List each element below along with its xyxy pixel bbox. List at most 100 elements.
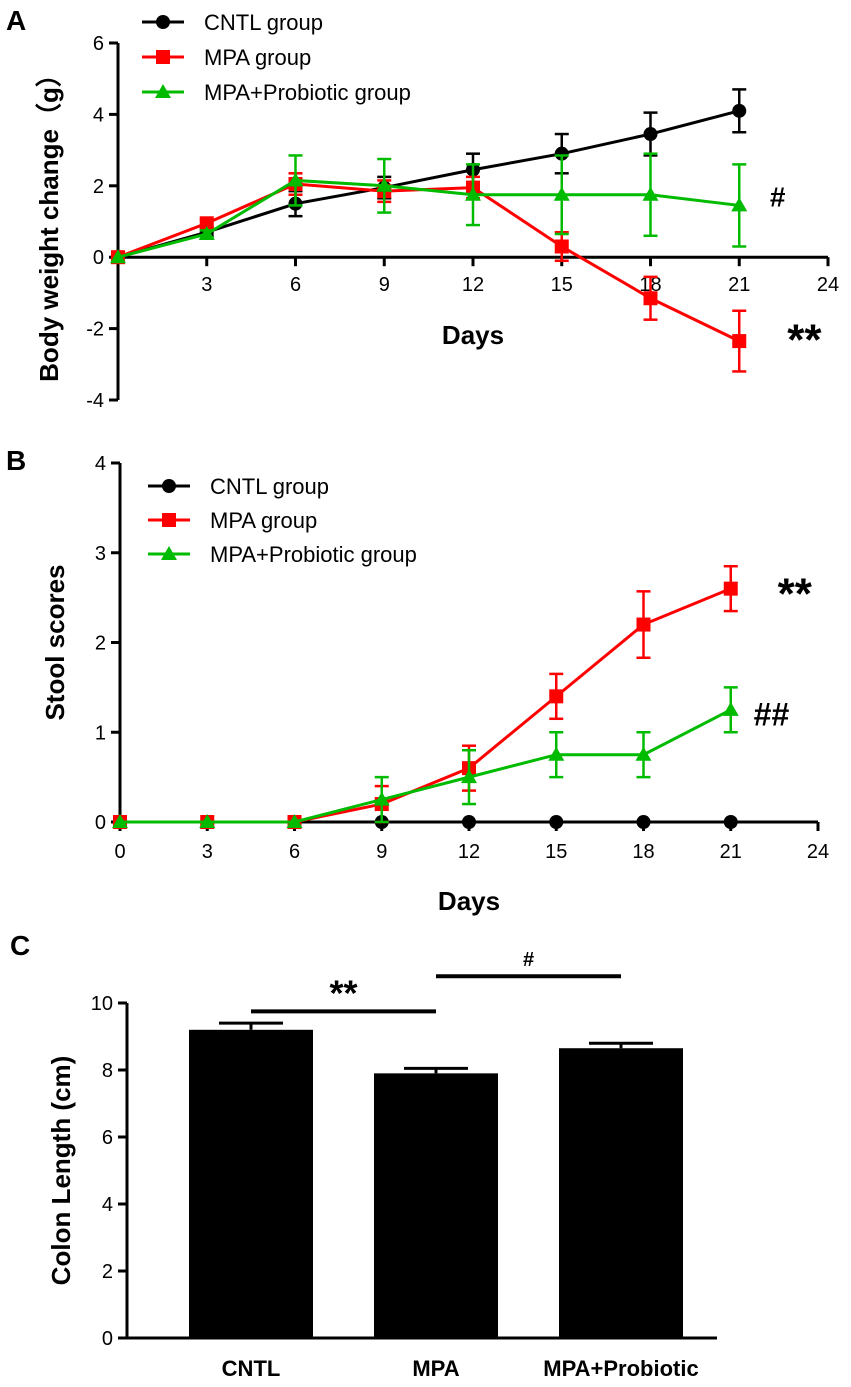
y-tick-label: 4 (95, 453, 106, 475)
x-tick-label: 21 (728, 274, 750, 296)
bar-mpa: MPA (374, 1066, 498, 1381)
data-point (462, 815, 476, 829)
x-tick-label: 3 (202, 841, 213, 863)
y-tick-label: 8 (102, 1060, 113, 1082)
data-point (376, 177, 393, 192)
x-category-label: MPA (412, 1356, 459, 1381)
data-point (731, 197, 748, 212)
data-point (110, 249, 126, 264)
y-tick-label: 2 (102, 1261, 113, 1283)
data-point (549, 689, 564, 704)
series-mpa-probiotic-group (112, 686, 739, 828)
series-line (117, 182, 740, 343)
legend: CNTL group MPA group MPA+Probiotic group (148, 474, 417, 567)
legend-label: MPA+Probiotic group (210, 542, 417, 567)
x-category-label: CNTL (222, 1356, 281, 1381)
legend-label: MPA group (210, 508, 317, 533)
data-point (461, 769, 477, 784)
data-point (553, 186, 570, 201)
significance-label: ** (787, 316, 822, 365)
x-tick-label: 15 (545, 841, 567, 863)
y-tick-label: 4 (102, 1194, 113, 1216)
series-line (117, 109, 740, 259)
legend-marker (155, 84, 171, 98)
significance-label: # (770, 181, 786, 212)
x-axis-title: Days (442, 320, 504, 350)
legend: CNTL group MPA group MPA+Probiotic group (142, 10, 411, 105)
x-tick-label: 9 (379, 274, 390, 296)
data-point (636, 815, 651, 829)
series-line (117, 178, 740, 259)
data-point (635, 746, 652, 761)
y-tick-label: 3 (95, 543, 106, 565)
data-point (723, 581, 738, 596)
series-line (120, 708, 732, 824)
significance-label: ## (754, 697, 790, 733)
data-point (465, 186, 481, 201)
x-tick-label: 18 (632, 841, 654, 863)
legend-marker (161, 546, 177, 560)
x-tick-label: 3 (201, 274, 212, 296)
data-point (199, 216, 214, 231)
x-tick-label: 21 (720, 841, 742, 863)
panel-letter-b: B (6, 445, 26, 476)
y-tick-label: 4 (93, 104, 104, 126)
bar (189, 1029, 313, 1338)
data-point (643, 127, 658, 142)
x-tick-label: 15 (551, 274, 573, 296)
x-category-label: MPA+Probiotic (543, 1356, 698, 1381)
legend-label: MPA+Probiotic group (204, 80, 411, 105)
y-axis-title: Body weight change（g） (34, 61, 64, 382)
series-mpa-probiotic-group (110, 152, 748, 264)
x-tick-label: 0 (114, 841, 125, 863)
data-point (722, 701, 739, 716)
y-tick-label: 0 (102, 1328, 113, 1350)
data-point (723, 815, 738, 829)
significance-label: # (523, 949, 534, 971)
legend-marker (156, 15, 170, 29)
bar (374, 1073, 498, 1338)
x-tick-label: 9 (376, 841, 387, 863)
y-tick-label: -4 (86, 390, 104, 412)
data-point (287, 172, 304, 187)
data-point (554, 146, 569, 161)
x-tick-label: 6 (289, 841, 300, 863)
x-tick-label: 24 (807, 841, 829, 863)
data-point (112, 814, 128, 828)
significance-label: ** (329, 972, 357, 1013)
y-tick-label: 2 (93, 176, 104, 198)
y-tick-label: -2 (86, 319, 104, 341)
x-axis-title: Days (438, 886, 500, 916)
data-point (636, 617, 651, 632)
data-point (554, 239, 569, 254)
x-tick-label: 12 (458, 841, 480, 863)
panel-letter-a: A (6, 5, 26, 36)
data-point (373, 791, 390, 806)
data-point (199, 814, 216, 828)
legend-label: CNTL group (204, 10, 323, 35)
x-tick-label: 12 (462, 274, 484, 296)
data-point (548, 746, 565, 761)
data-point (643, 291, 658, 306)
y-axis-title: Stool scores (40, 564, 70, 720)
legend-label: CNTL group (210, 474, 329, 499)
y-tick-label: 6 (102, 1127, 113, 1149)
y-tick-label: 6 (93, 33, 104, 55)
y-axis-title: Colon Length (cm) (46, 1056, 76, 1286)
data-point (549, 815, 564, 829)
data-point (642, 186, 659, 201)
legend-marker (162, 513, 176, 527)
panel-c-chart: 0 2 4 6 8 10 Colon Length (cm) CNTL MPA MPA+Probi… (46, 949, 717, 1381)
y-tick-label: 1 (95, 722, 106, 744)
significance-label: ** (778, 570, 813, 619)
data-point (732, 103, 747, 118)
bar-cntl: CNTL (189, 1021, 313, 1381)
bar (559, 1048, 683, 1338)
legend-marker (156, 50, 170, 64)
data-point (198, 225, 215, 240)
y-tick-label: 0 (93, 247, 104, 269)
x-tick-label: 24 (817, 274, 839, 296)
legend-label: MPA group (204, 45, 311, 70)
